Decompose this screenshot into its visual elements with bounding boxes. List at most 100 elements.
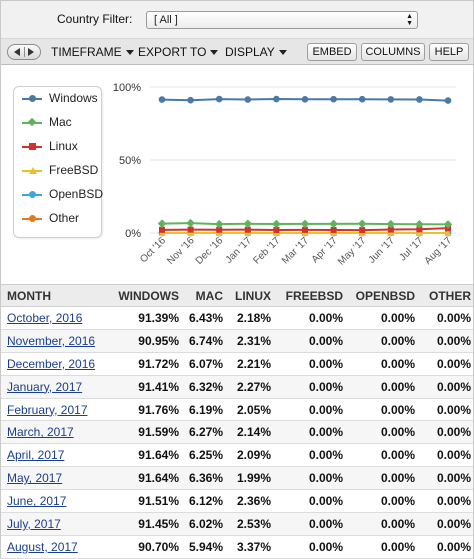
- table-row: December, 2016 91.72% 6.07% 2.21% 0.00% 0.00%…: [1, 352, 473, 376]
- col-header-windows[interactable]: WINDOWS: [109, 284, 181, 307]
- col-header-other[interactable]: OTHER: [417, 284, 473, 307]
- data-point: [416, 226, 423, 233]
- caret-down-icon: [125, 50, 134, 55]
- cell-value: 91.59%: [109, 420, 181, 445]
- data-point: [387, 229, 395, 236]
- cell-value: 6.12%: [181, 489, 225, 514]
- cell-month: January, 2017: [1, 375, 109, 399]
- legend-label: Other: [49, 211, 80, 225]
- cell-value: 6.19%: [181, 398, 225, 422]
- cell-value: 1.99%: [225, 466, 273, 491]
- cell-month: June, 2017: [1, 489, 109, 514]
- cell-value: 2.21%: [225, 352, 273, 376]
- chart-legend: Windows Mac Linux FreeBSD OpenBSD Other: [13, 86, 103, 238]
- cell-value: 0.00%: [417, 352, 473, 376]
- cell-month: May, 2017: [1, 466, 109, 491]
- x-tick-label: Dec '16: [194, 235, 226, 267]
- cell-value: 0.00%: [417, 306, 473, 330]
- col-header-openbsd[interactable]: OPENBSD: [345, 284, 417, 307]
- cell-value: 0.00%: [273, 329, 345, 353]
- arrow-right-icon[interactable]: [28, 48, 34, 56]
- export-menu-label: EXPORT TO: [138, 45, 207, 59]
- month-link[interactable]: November, 2016: [7, 333, 96, 348]
- display-menu-label: DISPLAY: [225, 45, 275, 59]
- cell-value: 0.00%: [417, 512, 473, 536]
- cell-month: November, 2016: [1, 329, 109, 353]
- month-link[interactable]: June, 2017: [7, 494, 67, 509]
- data-point: [215, 95, 223, 103]
- data-point: [186, 218, 195, 228]
- month-link[interactable]: February, 2017: [7, 402, 88, 417]
- export-menu[interactable]: EXPORT TO: [138, 45, 219, 59]
- cell-value: 0.00%: [345, 398, 417, 422]
- cell-value: 6.43%: [181, 306, 225, 330]
- data-point: [300, 219, 310, 229]
- data-point: [272, 219, 281, 229]
- table-row: July, 2017 91.45% 6.02% 2.53% 0.00% 0.00% 0.00…: [1, 512, 473, 536]
- data-point: [158, 96, 166, 103]
- table-row: February, 2017 91.76% 6.19% 2.05% 0.00% 0.00%…: [1, 398, 473, 422]
- data-point: [386, 219, 396, 229]
- month-link[interactable]: December, 2016: [7, 356, 96, 371]
- arrow-left-icon[interactable]: [14, 48, 20, 56]
- month-link[interactable]: July, 2017: [7, 516, 61, 531]
- col-header-mac[interactable]: MAC: [181, 284, 225, 307]
- table-row: August, 2017 90.70% 5.94% 3.37% 0.00% 0.00% 0.…: [1, 535, 473, 559]
- cell-month: March, 2017: [1, 420, 109, 445]
- month-link[interactable]: January, 2017: [7, 379, 83, 394]
- cell-value: 91.39%: [109, 306, 181, 330]
- cell-value: 0.00%: [345, 352, 417, 376]
- data-point: [387, 96, 395, 103]
- col-header-freebsd[interactable]: FREEBSD: [273, 284, 345, 307]
- embed-button[interactable]: EMBED: [307, 43, 357, 61]
- table-header-row: MONTH WINDOWS MAC LINUX FREEBSD OPENBSD …: [1, 284, 473, 307]
- country-filter-select[interactable]: [ All ] ▲ ▼: [146, 11, 418, 29]
- month-link[interactable]: October, 2016: [7, 310, 83, 325]
- cell-value: 0.00%: [345, 420, 417, 445]
- cell-value: 0.00%: [345, 489, 417, 514]
- data-point: [359, 227, 366, 234]
- cell-month: April, 2017: [1, 443, 109, 468]
- cell-value: 0.00%: [273, 420, 345, 445]
- cell-value: 0.00%: [273, 306, 345, 330]
- cell-month: December, 2016: [1, 352, 109, 376]
- legend-marker-icon: [29, 167, 37, 174]
- country-filter-label: Country Filter:: [57, 12, 133, 26]
- y-tick-label: 100%: [113, 82, 141, 94]
- col-header-month[interactable]: MONTH: [1, 284, 109, 307]
- filter-bar: Country Filter: [ All ] ▲ ▼: [1, 1, 473, 39]
- data-point: [187, 229, 195, 236]
- month-link[interactable]: March, 2017: [7, 425, 74, 440]
- table-row: October, 2016 91.39% 6.43% 2.18% 0.00% 0.00% 0…: [1, 306, 473, 330]
- data-point: [187, 96, 194, 104]
- columns-button[interactable]: COLUMNS: [361, 43, 425, 61]
- cell-value: 2.27%: [225, 375, 273, 399]
- help-button[interactable]: HELP: [429, 43, 469, 61]
- cell-value: 6.27%: [181, 420, 225, 445]
- legend-marker-icon: [29, 143, 36, 150]
- display-menu[interactable]: DISPLAY: [225, 45, 287, 59]
- cell-value: 6.32%: [181, 375, 225, 399]
- timeframe-menu-label: TIMEFRAME: [51, 45, 122, 59]
- month-link[interactable]: April, 2017: [7, 448, 65, 463]
- cell-value: 0.00%: [417, 420, 473, 445]
- data-point: [216, 226, 223, 233]
- month-link[interactable]: August, 2017: [7, 539, 78, 554]
- y-tick-label: 50%: [119, 155, 141, 167]
- cell-value: 0.00%: [417, 398, 473, 422]
- cell-value: 5.94%: [181, 535, 225, 559]
- cell-value: 0.00%: [345, 443, 417, 468]
- prev-next-button[interactable]: [7, 44, 41, 60]
- x-tick-label: Jan '17: [224, 235, 255, 266]
- cell-value: 6.02%: [181, 512, 225, 536]
- timeframe-menu[interactable]: TIMEFRAME: [51, 45, 134, 59]
- legend-marker-icon: [29, 215, 36, 222]
- x-tick-label: May '17: [336, 235, 369, 268]
- month-link[interactable]: May, 2017: [7, 471, 63, 486]
- cell-month: October, 2016: [1, 306, 109, 330]
- legend-label: FreeBSD: [49, 163, 99, 177]
- data-point: [157, 219, 167, 228]
- cell-value: 0.00%: [345, 375, 417, 399]
- col-header-linux[interactable]: LINUX: [225, 284, 273, 307]
